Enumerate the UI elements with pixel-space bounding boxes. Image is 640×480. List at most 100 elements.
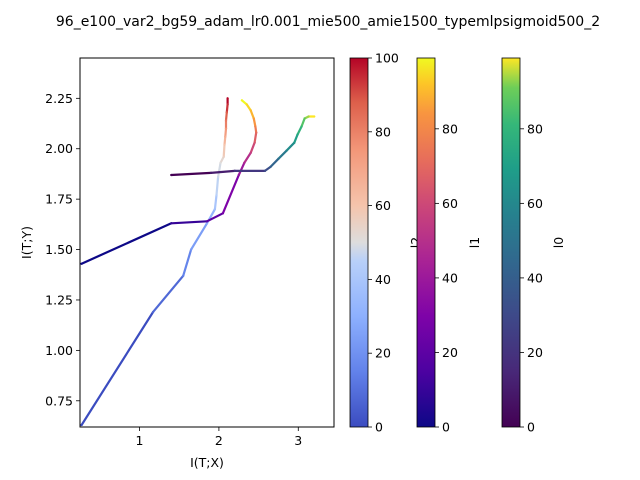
colorbar-l1-tick-label: 0 (442, 420, 450, 435)
series-l0-segment (300, 117, 306, 128)
colorbar-l1-tick-label: 40 (442, 270, 458, 285)
y-tick-label: 2.25 (45, 91, 73, 106)
series-l2-point (224, 119, 228, 122)
series-l2-point (217, 175, 220, 179)
series-l2-point (205, 222, 209, 225)
series-l1-point (254, 125, 257, 128)
series-l2-point (223, 143, 226, 146)
series-l2-point (213, 208, 216, 211)
colorbar-l0-tick-label: 20 (527, 345, 543, 360)
series-l2-point (80, 423, 83, 427)
colorbar-l1-gradient (416, 57, 436, 428)
series-l2-segment (224, 127, 228, 138)
series-l1-point (243, 161, 246, 164)
y-axis-ticks: 0.75 1.00 1.25 1.50 1.75 2.00 2.25 (45, 91, 80, 408)
y-tick-label: 2.00 (45, 141, 73, 156)
colorbar-l2-tick-label: 0 (375, 420, 383, 435)
series-l0-segment (293, 133, 299, 144)
series-l1-point (245, 103, 248, 106)
series-l2-segment (80, 311, 155, 427)
series-l2-point (226, 103, 229, 106)
y-tick-label: 1.00 (45, 343, 73, 358)
series-l1-point (240, 99, 243, 102)
series-l0-point (209, 171, 213, 174)
series-l0-point (170, 173, 173, 177)
series-l1-segment (80, 222, 173, 265)
series-l1-point (237, 173, 240, 177)
series-l1-point (221, 212, 224, 215)
series-l0-point (285, 149, 288, 152)
series-l0-point (263, 169, 266, 172)
series-l0-segment (296, 125, 303, 136)
y-tick-label: 1.75 (45, 192, 73, 207)
colorbar-l1-label: l1 (467, 237, 482, 248)
series-l1 (80, 99, 258, 265)
series-l2-point (226, 97, 229, 100)
x-axis-label: I(T;X) (190, 455, 224, 470)
series-l2-point (224, 135, 227, 138)
colorbar-l2-tick-label: 60 (375, 198, 391, 213)
series-l2-point (182, 274, 185, 277)
y-tick-label: 1.25 (45, 292, 73, 307)
x-tick-label: 3 (294, 433, 302, 448)
series-l0-point (277, 157, 280, 160)
series-l1-segment (243, 151, 252, 164)
colorbar-l0: 0 20 40 60 80 l0 (501, 57, 566, 435)
colorbar-l0-gradient (501, 57, 521, 428)
series-l2-point (151, 311, 155, 314)
series-l1-point (249, 109, 252, 112)
series-l2-segment (190, 222, 209, 251)
series-l2 (80, 97, 229, 427)
series-l1-point (252, 117, 255, 120)
series-l0-point (293, 141, 296, 144)
series-l0-segment (269, 157, 280, 168)
colorbar-l0-tick-label: 0 (527, 420, 535, 435)
colorbar-l0-tick-label: 80 (527, 121, 543, 136)
axes-frame (79, 57, 335, 428)
series-l2-point (224, 127, 228, 130)
series-l0-segment (285, 141, 296, 152)
colorbar-l2-gradient (349, 57, 369, 428)
colorbar-l2-tick-label: 40 (375, 272, 391, 287)
series-l2-point (222, 155, 225, 158)
series-l1-segment (249, 109, 255, 120)
series-l2-segment (225, 103, 229, 114)
colorbar-l2-label: l2 (408, 237, 423, 248)
series-l0-segment (263, 165, 272, 172)
series-l1-segment (237, 161, 246, 177)
series-l1-segment (221, 173, 240, 215)
series-l1-point (170, 222, 173, 225)
series-l0-point (300, 125, 303, 128)
series-l0-segment (170, 171, 213, 177)
colorbar-l2: 0 20 40 60 80 100 l2 (349, 51, 423, 435)
colorbar-l1-tick-label: 20 (442, 345, 458, 360)
series-l0-point (296, 133, 299, 136)
colorbar-l2-tick-label: 20 (375, 346, 391, 361)
series-l2-segment (215, 175, 220, 197)
colorbar-l0-tick-label: 40 (527, 270, 543, 285)
colorbar-l2-tick-label: 100 (375, 51, 399, 66)
colorbar-l0-tick-label: 60 (527, 196, 543, 211)
y-tick-label: 1.50 (45, 242, 73, 257)
series-l2-segment (223, 135, 227, 146)
series-l1-segment (249, 141, 256, 154)
y-tick-label: 0.75 (45, 393, 73, 408)
series-l2-point (215, 194, 218, 197)
series-l0-point (303, 117, 306, 120)
x-tick-label: 2 (215, 433, 223, 448)
series-l1-point (253, 141, 256, 144)
series-l2-segment (151, 274, 185, 314)
series-l0-point (233, 169, 236, 172)
series-l1-segment (245, 103, 252, 112)
series-l2-point (225, 111, 228, 114)
series-l2-segment (224, 111, 228, 122)
series-l2-segment (182, 248, 193, 277)
colorbar-l0-label: l0 (551, 237, 566, 248)
series-l0-point (269, 165, 272, 168)
series-l1-segment (205, 212, 224, 223)
series-l0-segment (277, 149, 288, 160)
series-l2-segment (217, 161, 222, 179)
series-l0-segment (209, 169, 236, 174)
